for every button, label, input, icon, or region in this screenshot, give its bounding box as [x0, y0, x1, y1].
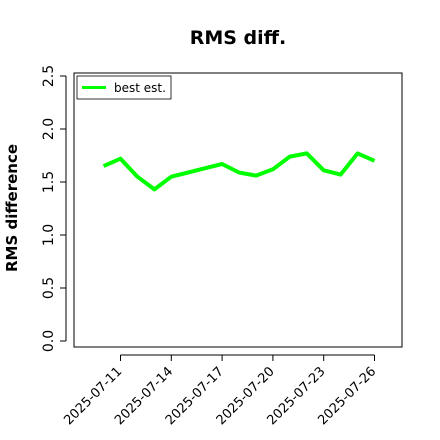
y-tick-label: 0.0: [41, 330, 57, 352]
legend: best est.: [76, 75, 172, 100]
series-line: [102, 151, 376, 192]
x-axis: 2025-07-112025-07-142025-07-172025-07-20…: [61, 354, 379, 428]
y-tick-label: 0.5: [41, 277, 57, 299]
chart-title: RMS diff.: [190, 27, 287, 49]
series-group: [102, 151, 376, 192]
y-axis: 0.0 0.5 1.0 1.5 2.0 2.5: [41, 65, 67, 352]
y-tick-label: 1.0: [41, 224, 57, 246]
y-tick-label: 2.5: [41, 65, 57, 87]
plot-frame: [73, 72, 403, 348]
y-tick-label: 2.0: [41, 118, 57, 140]
legend-box: [76, 75, 172, 100]
y-axis-label: RMS difference: [3, 144, 21, 272]
y-tick-label: 1.5: [41, 171, 57, 193]
legend-label: best est.: [114, 81, 166, 95]
